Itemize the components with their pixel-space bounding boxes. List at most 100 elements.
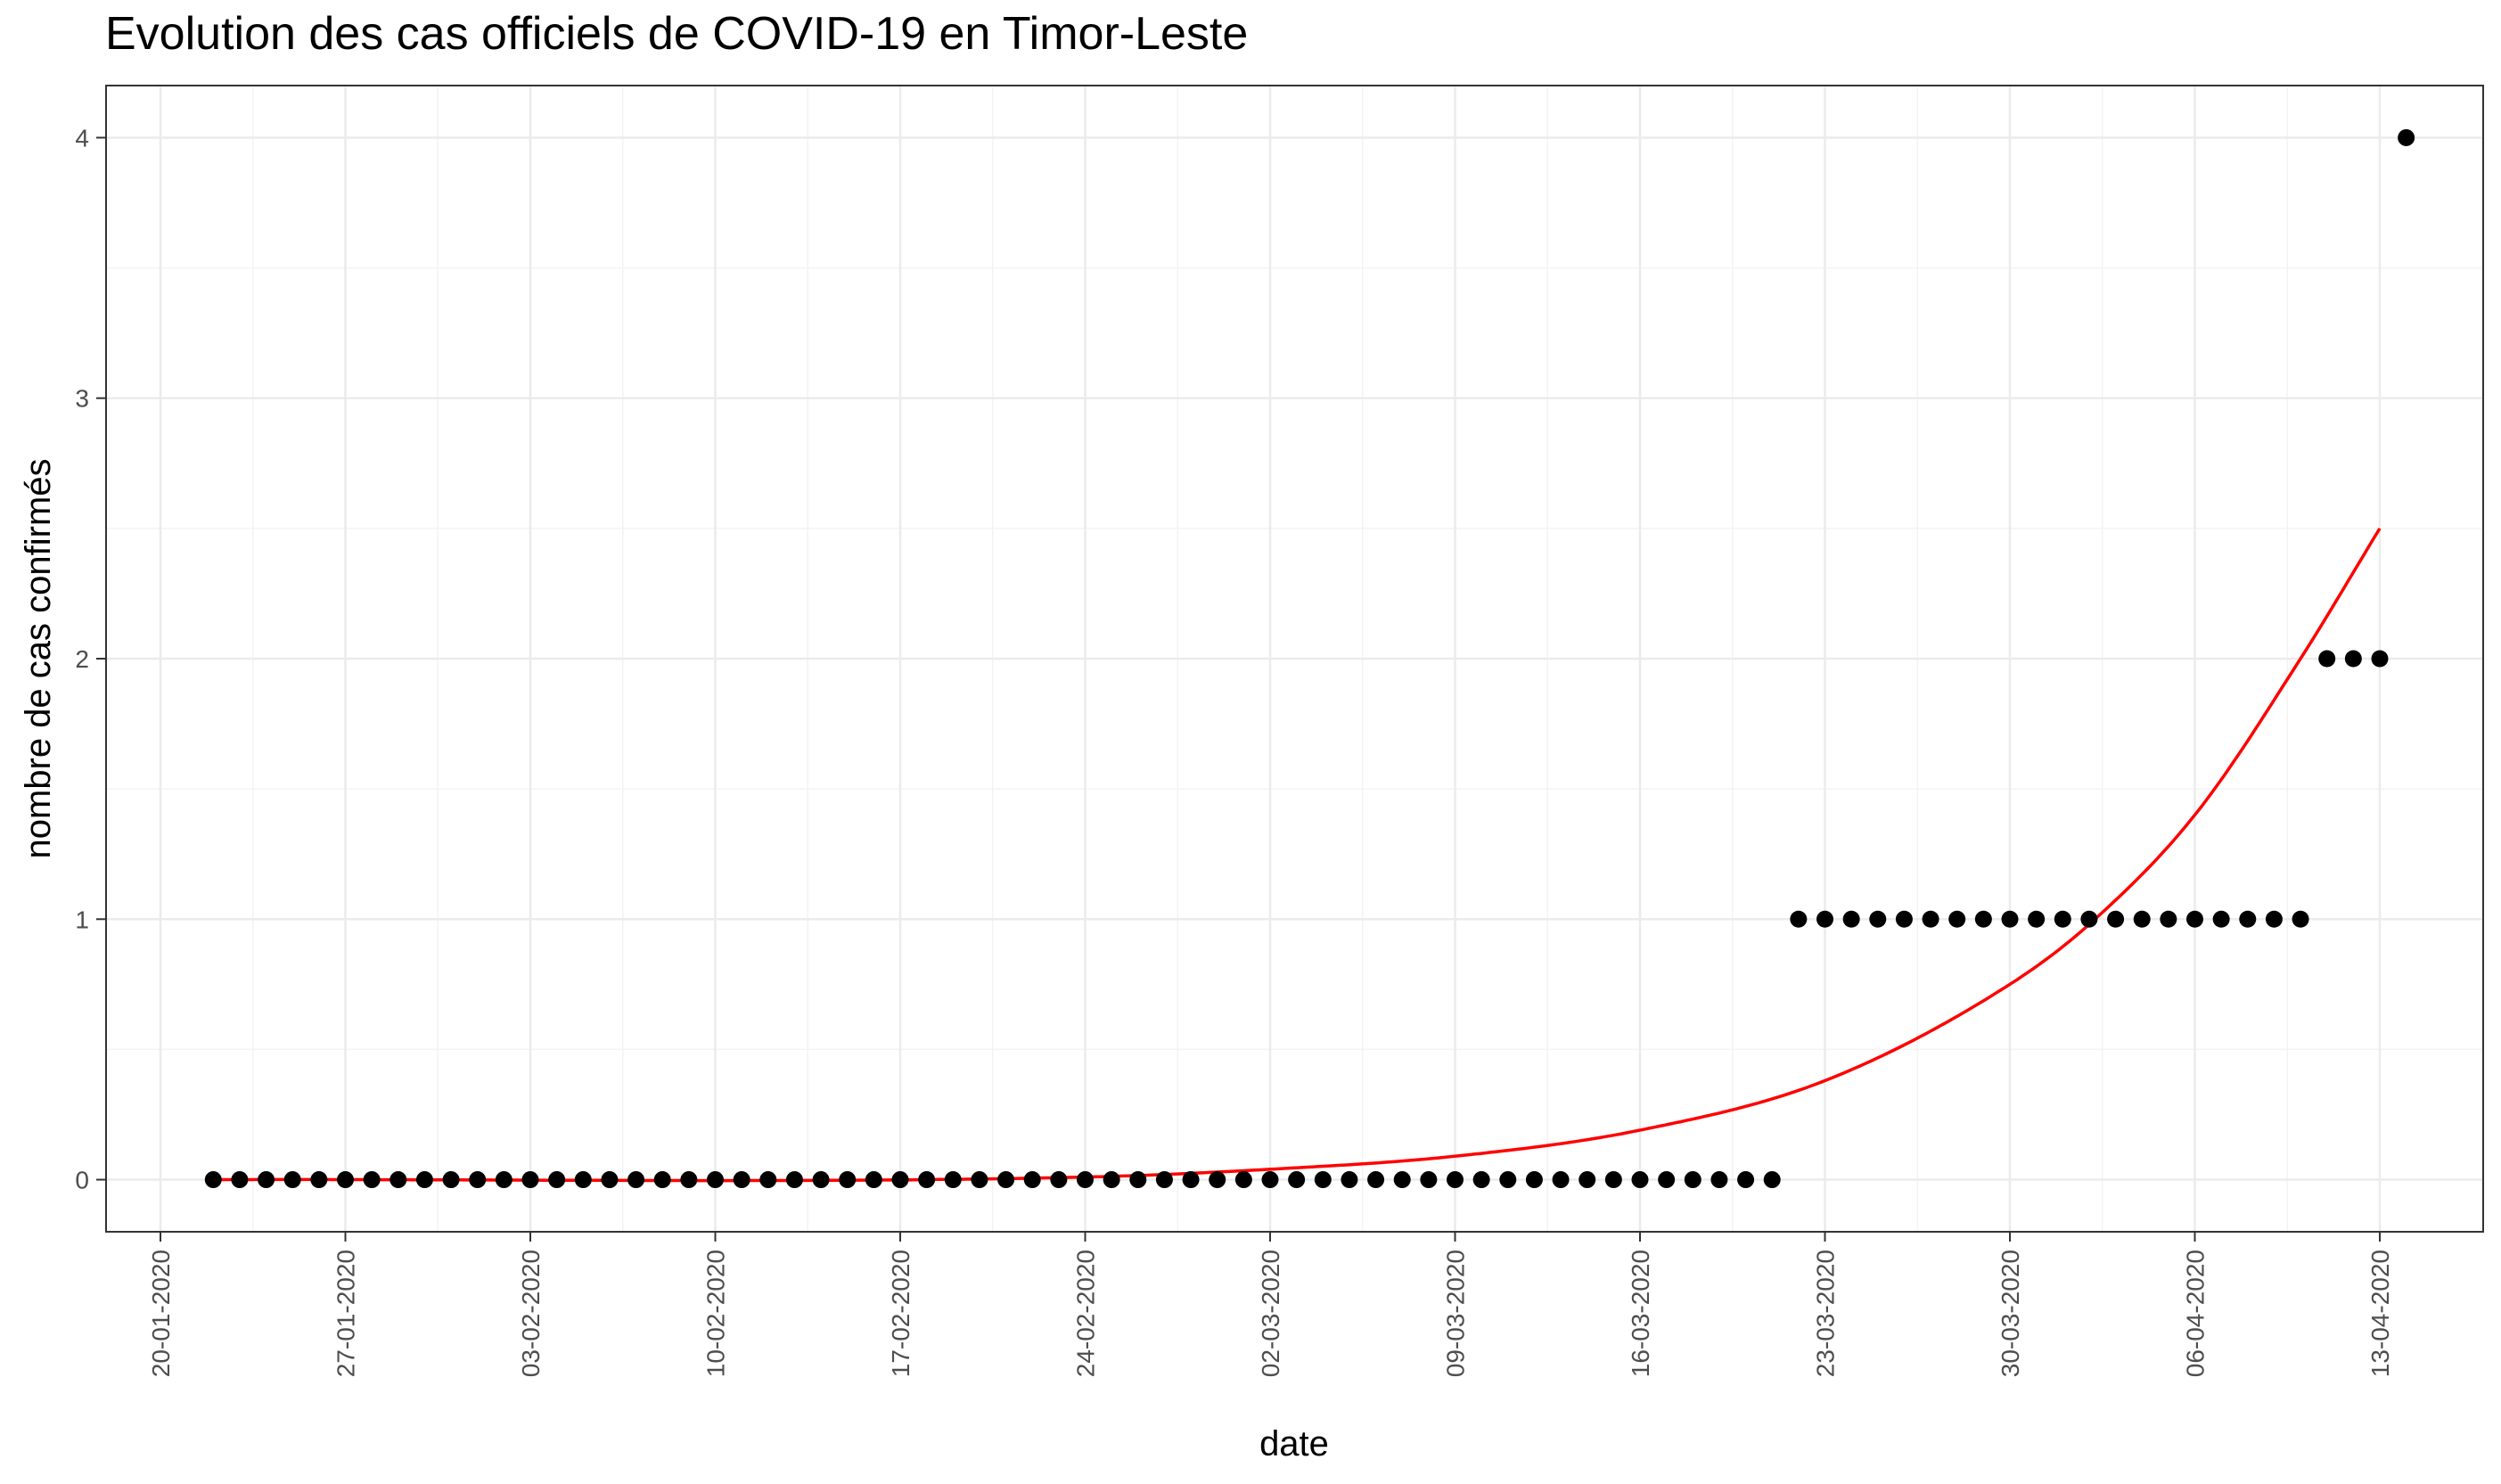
data-point [1525, 1171, 1543, 1189]
data-point [2186, 910, 2203, 928]
data-point [785, 1171, 803, 1189]
data-point [1393, 1171, 1411, 1189]
data-point [1472, 1171, 1490, 1189]
data-point [1869, 910, 1887, 928]
data-point [469, 1171, 487, 1189]
y-axis-title: nombre de cas confirmés [19, 458, 58, 858]
data-point [1790, 910, 1808, 928]
data-point [1367, 1171, 1385, 1189]
y-tick-label: 3 [75, 385, 89, 413]
y-tick-label: 2 [75, 645, 89, 673]
data-point [574, 1171, 592, 1189]
data-point [1288, 1171, 1306, 1189]
data-point [601, 1171, 619, 1189]
data-point [1341, 1171, 1358, 1189]
data-point [2371, 650, 2389, 668]
data-points [204, 128, 2415, 1189]
data-point [944, 1171, 962, 1189]
data-point [1314, 1171, 1332, 1189]
data-point [495, 1171, 512, 1189]
x-tick-label: 24-02-2020 [1072, 1250, 1100, 1377]
data-point [2001, 910, 2019, 928]
x-tick-label: 27-01-2020 [332, 1250, 360, 1377]
data-point [1816, 910, 1833, 928]
data-point [2239, 910, 2257, 928]
x-tick-label: 02-03-2020 [1257, 1250, 1284, 1377]
data-point [1948, 910, 1966, 928]
data-point [1499, 1171, 1517, 1189]
data-point [680, 1171, 698, 1189]
data-point [1234, 1171, 1252, 1189]
data-point [1447, 1171, 1464, 1189]
x-tick-label: 09-03-2020 [1442, 1250, 1470, 1377]
data-point [1684, 1171, 1702, 1189]
x-tick-label: 16-03-2020 [1627, 1250, 1654, 1377]
data-point [2028, 910, 2046, 928]
data-point [337, 1171, 354, 1189]
data-point [1050, 1171, 1068, 1189]
data-point [1261, 1171, 1279, 1189]
y-axis-ticks: 0 1 2 3 4 [75, 124, 106, 1194]
x-tick-label: 20-01-2020 [147, 1250, 175, 1377]
data-point [1578, 1171, 1596, 1189]
data-point [1895, 910, 1913, 928]
data-point [1182, 1171, 1200, 1189]
data-point [548, 1171, 566, 1189]
data-point [653, 1171, 671, 1189]
data-point [2107, 910, 2125, 928]
data-point [759, 1171, 777, 1189]
data-point [2318, 650, 2336, 668]
fit-curve-line [213, 527, 2382, 1183]
data-point [918, 1171, 936, 1189]
data-point [310, 1171, 328, 1189]
data-point [1155, 1171, 1173, 1189]
data-point [1420, 1171, 1438, 1189]
x-tick-label: 23-03-2020 [1812, 1250, 1840, 1377]
data-point [2133, 910, 2151, 928]
data-point [2080, 910, 2098, 928]
y-tick-label: 4 [75, 124, 89, 152]
data-point [521, 1171, 539, 1189]
x-tick-label: 10-02-2020 [702, 1250, 730, 1377]
data-point [1209, 1171, 1226, 1189]
chart-title: Evolution des cas officiels de COVID-19 … [105, 8, 1249, 60]
data-point [707, 1171, 724, 1189]
data-point [1631, 1171, 1649, 1189]
data-point [1023, 1171, 1041, 1189]
x-axis-ticks: 20-01-2020 27-01-2020 03-02-2020 10-02-2020… [147, 1232, 2394, 1377]
data-point [204, 1171, 222, 1189]
data-point [971, 1171, 988, 1189]
data-point [812, 1171, 830, 1189]
data-point [839, 1171, 857, 1189]
data-point [1842, 910, 1860, 928]
data-point [442, 1171, 460, 1189]
data-point [2265, 910, 2283, 928]
data-point [1737, 1171, 1755, 1189]
data-point [231, 1171, 249, 1189]
data-point [1658, 1171, 1676, 1189]
data-point [1552, 1171, 1570, 1189]
data-point [733, 1171, 750, 1189]
y-tick-label: 1 [75, 906, 89, 933]
data-point [1077, 1171, 1094, 1189]
x-axis-title: date [1259, 1424, 1329, 1464]
data-point [2160, 910, 2177, 928]
data-point [2398, 128, 2415, 146]
x-tick-label: 17-02-2020 [887, 1250, 914, 1377]
y-tick-label: 0 [75, 1167, 89, 1194]
x-tick-label: 30-03-2020 [1997, 1250, 2024, 1377]
data-point [283, 1171, 301, 1189]
data-point [1604, 1171, 1622, 1189]
data-point [415, 1171, 433, 1189]
data-point [891, 1171, 909, 1189]
data-point [1710, 1171, 1728, 1189]
data-point [1103, 1171, 1120, 1189]
x-tick-label: 13-04-2020 [2366, 1250, 2394, 1377]
data-point [1763, 1171, 1781, 1189]
data-point [2054, 910, 2071, 928]
data-point [1974, 910, 1992, 928]
data-point [2212, 910, 2230, 928]
data-point [363, 1171, 381, 1189]
x-tick-label: 06-04-2020 [2182, 1250, 2210, 1377]
